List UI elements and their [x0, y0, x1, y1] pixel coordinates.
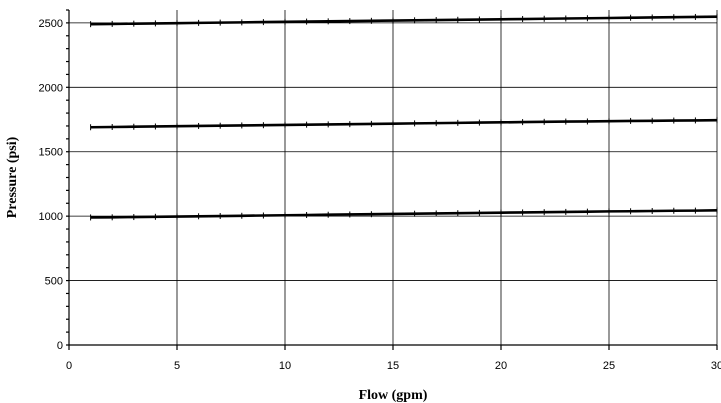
y-tick-label: 2000	[39, 82, 63, 94]
x-tick-label: 5	[174, 360, 180, 372]
y-tick-label: 1000	[39, 211, 63, 223]
y-axis-title: Pressure (psi)	[5, 136, 20, 218]
x-tick-label: 10	[279, 360, 291, 372]
x-tick-label: 20	[495, 360, 507, 372]
series-line-3	[90, 15, 718, 26]
x-tick-label: 0	[66, 360, 72, 372]
y-tick-label: 0	[57, 340, 63, 352]
axes	[66, 9, 718, 350]
series-line-1	[90, 209, 718, 219]
tick-labels: 0 5 10 15 20 25 30 0 500 1000 1500 2000 2500	[39, 18, 721, 372]
series-lines	[90, 13, 718, 221]
y-tick-label: 2500	[39, 18, 63, 30]
x-tick-label: 25	[603, 360, 615, 372]
y-tick-label: 500	[45, 276, 63, 288]
gridlines	[69, 10, 718, 345]
y-tick-label: 1500	[39, 147, 63, 159]
series-line-2	[90, 118, 718, 129]
x-axis-title: Flow (gpm)	[359, 388, 428, 403]
x-tick-label: 30	[711, 360, 721, 372]
x-tick-label: 15	[387, 360, 399, 372]
